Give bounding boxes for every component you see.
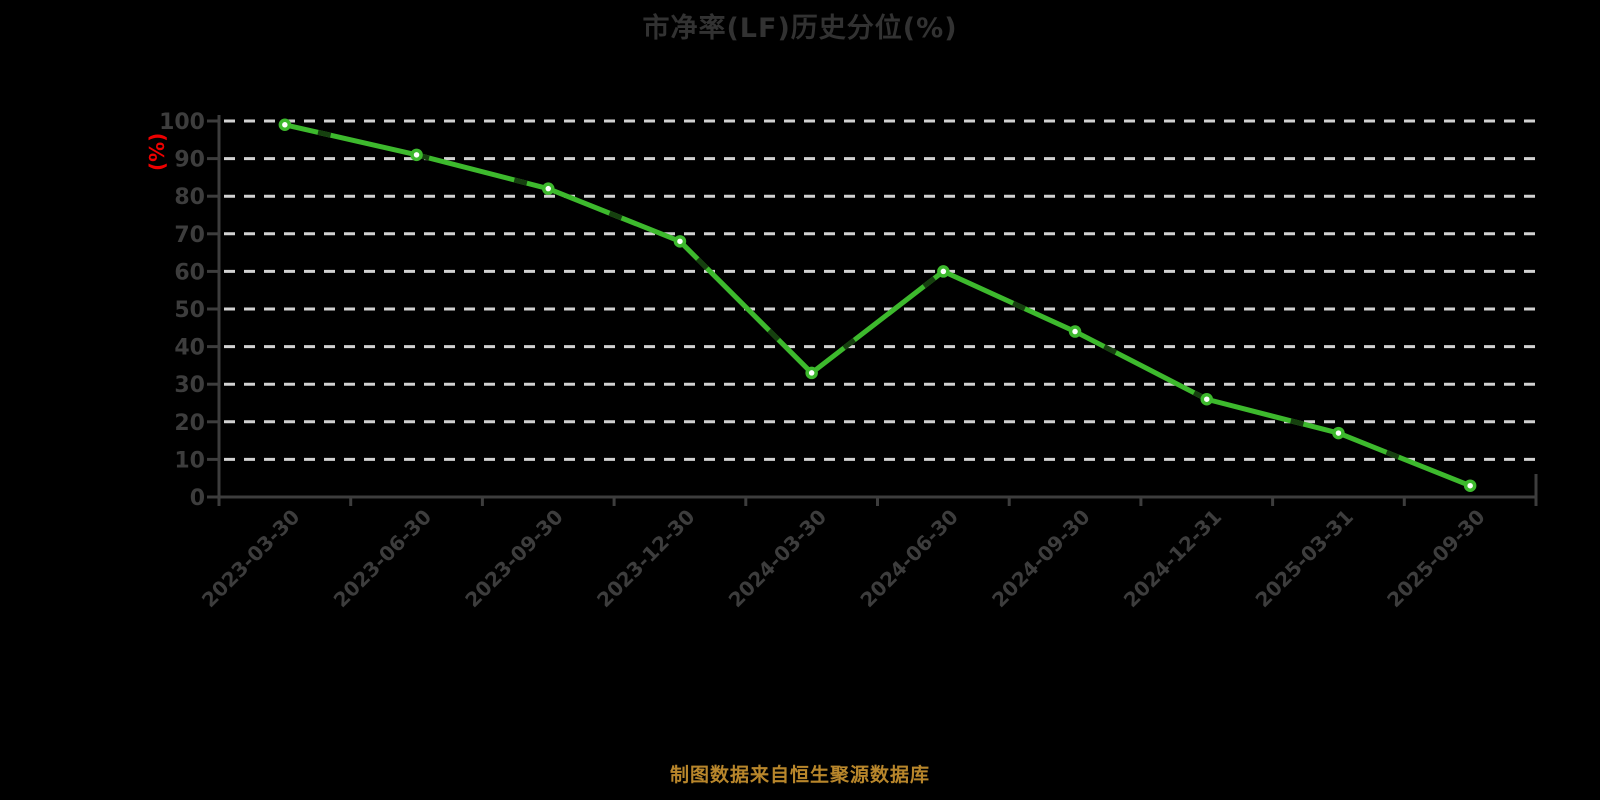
data-point-marker: [937, 265, 950, 278]
y-tick-label: 40: [174, 336, 205, 361]
data-point-marker: [278, 118, 292, 132]
data-point-marker: [1463, 479, 1477, 492]
y-tick-label: 50: [174, 298, 205, 323]
x-tick-label: 2023-12-30: [592, 505, 699, 612]
y-tick-label: 80: [174, 185, 205, 210]
y-tick-label: 60: [174, 260, 205, 285]
data-point-marker: [410, 148, 423, 162]
line-chart: 0 10 20 30 40 50 60 70 80 90 100 2023-03-30 2023-06-…: [159, 110, 1538, 612]
data-point-marker: [542, 182, 555, 195]
x-tick-label: 2023-09-30: [460, 505, 567, 612]
data-point-marker: [1332, 426, 1345, 440]
x-tick-label: 2023-06-30: [329, 505, 436, 612]
data-source-note: 制图数据来自恒生聚源数据库: [669, 764, 930, 786]
data-point-marker: [1068, 325, 1082, 338]
data-point-marker: [1200, 392, 1213, 406]
chart-title: 市净率(LF)历史分位(%): [642, 13, 958, 44]
y-tick-label: 0: [190, 486, 205, 511]
x-tick-label: 2024-06-30: [855, 505, 962, 612]
y-tick-label: 90: [174, 148, 205, 173]
data-point-marker: [805, 366, 818, 380]
x-tick-label: 2024-09-30: [987, 505, 1094, 612]
series-line: [282, 122, 1473, 489]
x-tick-label: 2025-09-30: [1382, 505, 1489, 612]
x-tick-label: 2023-03-30: [197, 505, 304, 612]
y-tick-label: 30: [174, 373, 205, 398]
x-tick-label: 2024-12-31: [1119, 505, 1226, 612]
y-tick-label: 70: [174, 223, 205, 248]
series-line-dash-overlay: [284, 122, 1472, 489]
x-tick-label: 2025-03-31: [1251, 505, 1358, 612]
y-tick-label: 100: [159, 110, 205, 135]
y-tick-label: 20: [174, 411, 205, 436]
data-point-marker: [673, 235, 687, 248]
y-tick-label: 10: [174, 448, 205, 473]
x-tick-label: 2024-03-30: [724, 505, 831, 612]
